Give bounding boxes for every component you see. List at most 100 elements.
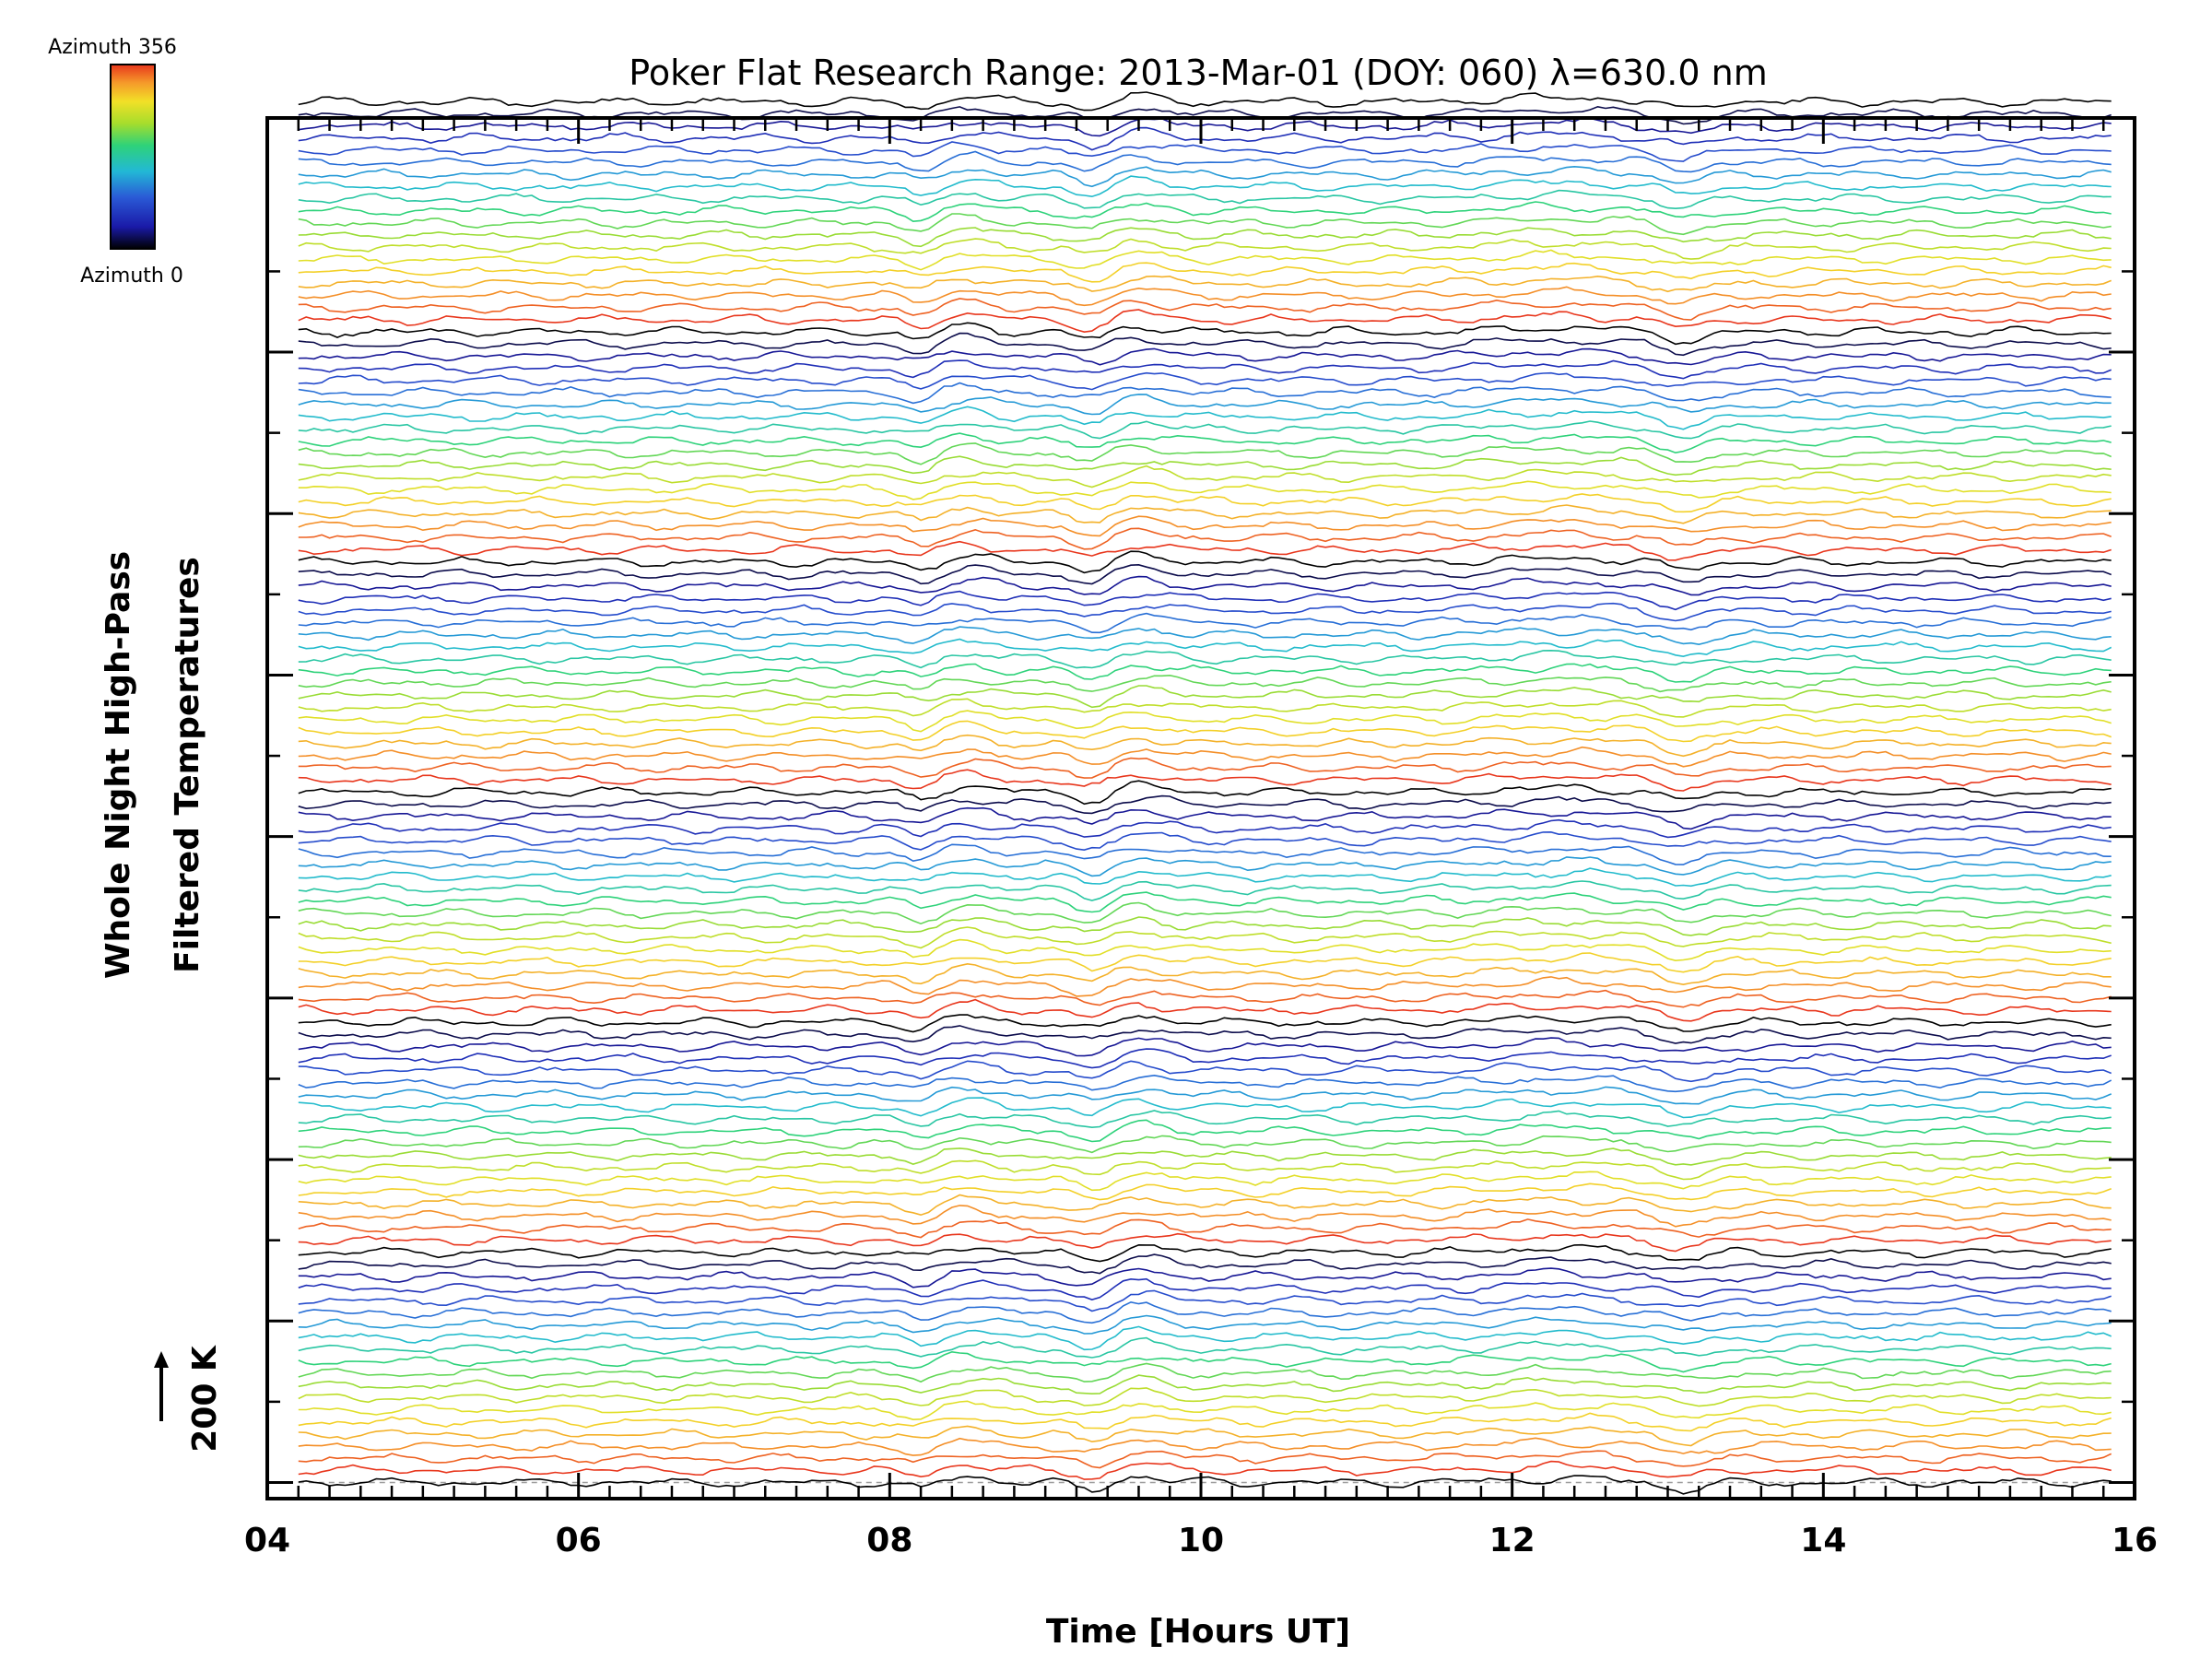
series-line bbox=[298, 1086, 2112, 1105]
series-line bbox=[298, 746, 2112, 768]
colorbar-top-label: Azimuth 356 bbox=[48, 36, 177, 59]
series-line bbox=[298, 322, 2112, 346]
x-tick-label: 06 bbox=[556, 1522, 602, 1559]
chart-title: Poker Flat Research Range: 2013-Mar-01 (… bbox=[629, 53, 1767, 93]
series-line bbox=[298, 612, 2112, 634]
series-line bbox=[298, 891, 2112, 913]
series-line bbox=[298, 1400, 2112, 1421]
series-line bbox=[298, 1362, 2112, 1383]
y-axis-label-line2: Filtered Temperatures bbox=[169, 557, 206, 973]
series-line bbox=[298, 1097, 2112, 1119]
x-tick-label: 14 bbox=[1800, 1522, 1846, 1559]
series-line bbox=[298, 527, 2112, 550]
series-line bbox=[298, 332, 2112, 357]
series-line bbox=[298, 126, 2112, 151]
series-line bbox=[298, 141, 2112, 162]
series-line bbox=[298, 1048, 2112, 1069]
series-line bbox=[298, 806, 2112, 830]
x-tick-label: 04 bbox=[244, 1522, 290, 1559]
series-line bbox=[298, 602, 2112, 622]
series-line bbox=[298, 117, 2112, 137]
x-axis-ticks: 04 06 08 10 12 14 16 bbox=[244, 118, 2158, 1559]
series-line bbox=[298, 262, 2112, 283]
series-line bbox=[298, 213, 2112, 236]
series-line bbox=[298, 901, 2112, 925]
series-line bbox=[298, 275, 2112, 293]
series-line bbox=[298, 938, 2112, 962]
series-line bbox=[298, 432, 2112, 454]
x-tick-label: 08 bbox=[866, 1522, 912, 1559]
series-line bbox=[298, 394, 2112, 416]
series-line bbox=[298, 1450, 2112, 1469]
series-line bbox=[298, 189, 2112, 210]
series-line bbox=[298, 504, 2112, 524]
series-line bbox=[298, 1014, 2112, 1033]
series-line bbox=[298, 298, 2112, 321]
plot-frame bbox=[265, 116, 2136, 1500]
series-line bbox=[298, 1037, 2112, 1057]
series-line bbox=[298, 1350, 2112, 1373]
series-line bbox=[298, 150, 2112, 173]
series-line bbox=[298, 420, 2112, 440]
series-line bbox=[298, 1135, 2112, 1154]
series-line bbox=[298, 540, 2112, 561]
series-line bbox=[298, 720, 2112, 743]
colorbar-legend: Azimuth 356 Azimuth 0 bbox=[48, 36, 183, 288]
series-line bbox=[298, 880, 2112, 901]
colorbar-gradient bbox=[110, 64, 156, 250]
series-line bbox=[298, 1460, 2112, 1480]
series-line bbox=[298, 175, 2112, 198]
series-line bbox=[298, 1194, 2112, 1217]
series-line bbox=[298, 1074, 2112, 1093]
series-line bbox=[298, 455, 2112, 477]
series-line bbox=[298, 563, 2112, 585]
series-line bbox=[298, 757, 2112, 779]
series-line bbox=[298, 867, 2112, 888]
series-line bbox=[298, 1218, 2112, 1239]
series-line bbox=[298, 550, 2112, 574]
series-line bbox=[298, 916, 2112, 936]
series-line bbox=[298, 1171, 2112, 1192]
series-line bbox=[298, 359, 2112, 380]
series-line bbox=[298, 1182, 2112, 1201]
x-tick-label: 12 bbox=[1489, 1522, 1535, 1559]
series-line bbox=[298, 309, 2112, 334]
series-line bbox=[298, 590, 2112, 611]
y-axis-label-line1: Whole Night High-Pass bbox=[100, 551, 137, 979]
series-line bbox=[298, 638, 2112, 658]
series-line bbox=[298, 442, 2112, 465]
series-line bbox=[298, 1253, 2112, 1275]
series-line bbox=[298, 674, 2112, 693]
series-line bbox=[298, 626, 2112, 646]
series-line bbox=[298, 780, 2112, 806]
series-line bbox=[298, 1159, 2112, 1181]
series-line bbox=[298, 347, 2112, 366]
series-line bbox=[298, 663, 2112, 683]
series-line bbox=[298, 1336, 2112, 1359]
series-line bbox=[298, 493, 2112, 513]
series-line bbox=[298, 1437, 2112, 1456]
series-line bbox=[298, 1147, 2112, 1166]
series-line bbox=[298, 989, 2112, 1008]
series-line bbox=[298, 649, 2112, 669]
series-line bbox=[298, 769, 2112, 792]
series-line bbox=[298, 1325, 2112, 1351]
series-line bbox=[298, 1425, 2112, 1447]
y-axis-ticks bbox=[267, 270, 2135, 1484]
series-line bbox=[298, 1232, 2112, 1253]
series-line bbox=[298, 286, 2112, 307]
series-line bbox=[298, 794, 2112, 815]
series-line bbox=[298, 1374, 2112, 1395]
series-line bbox=[298, 998, 2112, 1022]
series-line bbox=[298, 1475, 2112, 1495]
series-line bbox=[298, 734, 2112, 758]
series-line bbox=[298, 1025, 2112, 1044]
series-line bbox=[298, 575, 2112, 596]
series-line bbox=[298, 1300, 2112, 1324]
series-line bbox=[298, 952, 2112, 973]
series-line bbox=[298, 238, 2112, 260]
series-line bbox=[298, 515, 2112, 537]
series-line bbox=[298, 105, 2112, 125]
series-line bbox=[298, 382, 2112, 405]
